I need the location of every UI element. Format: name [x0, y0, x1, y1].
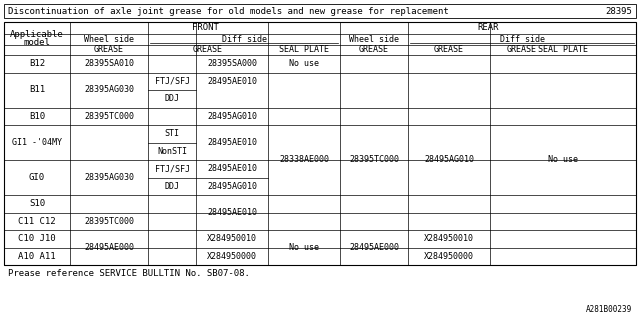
Text: Prease reference SERVICE BULLTIN No. SB07-08.: Prease reference SERVICE BULLTIN No. SB0…: [8, 269, 250, 278]
Text: X284950010: X284950010: [424, 234, 474, 243]
Text: A281B00239: A281B00239: [586, 306, 632, 315]
Text: S10: S10: [29, 199, 45, 208]
Text: 28395AG030: 28395AG030: [84, 85, 134, 94]
Text: Wheel side: Wheel side: [84, 35, 134, 44]
Bar: [4, 4, 636, 18]
Text: B11: B11: [29, 85, 45, 94]
Bar: [4, 22, 636, 265]
Text: B12: B12: [29, 59, 45, 68]
Text: 28495AE000: 28495AE000: [349, 243, 399, 252]
Text: GREASE: GREASE: [359, 45, 389, 54]
Text: Wheel side: Wheel side: [349, 35, 399, 44]
Text: X284950000: X284950000: [207, 252, 257, 261]
Text: FTJ/SFJ: FTJ/SFJ: [154, 164, 189, 173]
Text: DDJ: DDJ: [164, 182, 179, 191]
Text: 28495AE010: 28495AE010: [207, 164, 257, 173]
Text: SEAL PLATE: SEAL PLATE: [538, 45, 588, 54]
Text: Applicable: Applicable: [10, 30, 64, 39]
Text: X284950000: X284950000: [424, 252, 474, 261]
Text: 28495AE010: 28495AE010: [207, 208, 257, 217]
Text: NonSTI: NonSTI: [157, 147, 187, 156]
Text: 28495AE010: 28495AE010: [207, 138, 257, 147]
Text: C11 C12: C11 C12: [18, 217, 56, 226]
Text: GREASE: GREASE: [193, 45, 223, 54]
Text: 28395SA000: 28395SA000: [207, 59, 257, 68]
Text: A10 A11: A10 A11: [18, 252, 56, 261]
Text: 28495AE010: 28495AE010: [207, 77, 257, 86]
Text: GREASE: GREASE: [434, 45, 464, 54]
Text: 28495AG010: 28495AG010: [207, 182, 257, 191]
Text: 28395SA010: 28395SA010: [84, 59, 134, 68]
Text: C10 J10: C10 J10: [18, 234, 56, 243]
Text: No use: No use: [548, 156, 578, 164]
Text: 28395: 28395: [605, 6, 632, 15]
Text: 28395TC000: 28395TC000: [349, 156, 399, 164]
Text: Diff side: Diff side: [499, 35, 545, 44]
Text: No use: No use: [289, 243, 319, 252]
Text: 28395TC000: 28395TC000: [84, 112, 134, 121]
Text: GREASE: GREASE: [507, 45, 537, 54]
Text: STI: STI: [164, 129, 179, 138]
Text: 28395AG030: 28395AG030: [84, 173, 134, 182]
Text: 28495AG010: 28495AG010: [207, 112, 257, 121]
Text: B10: B10: [29, 112, 45, 121]
Text: FTJ/SFJ: FTJ/SFJ: [154, 77, 189, 86]
Text: SEAL PLATE: SEAL PLATE: [279, 45, 329, 54]
Text: 28495AG010: 28495AG010: [424, 156, 474, 164]
Text: GI0: GI0: [29, 173, 45, 182]
Text: X284950010: X284950010: [207, 234, 257, 243]
Text: Diff side: Diff side: [221, 35, 266, 44]
Text: FRONT: FRONT: [191, 23, 218, 33]
Text: No use: No use: [289, 59, 319, 68]
Text: 28338AE000: 28338AE000: [279, 156, 329, 164]
Text: 28495AE000: 28495AE000: [84, 243, 134, 252]
Text: DDJ: DDJ: [164, 94, 179, 103]
Text: model: model: [24, 38, 51, 47]
Text: Discontinuation of axle joint grease for old models and new grease for replaceme: Discontinuation of axle joint grease for…: [8, 6, 449, 15]
Text: GI1 -'04MY: GI1 -'04MY: [12, 138, 62, 147]
Text: 28395TC000: 28395TC000: [84, 217, 134, 226]
Text: GREASE: GREASE: [94, 45, 124, 54]
Text: REAR: REAR: [477, 23, 499, 33]
